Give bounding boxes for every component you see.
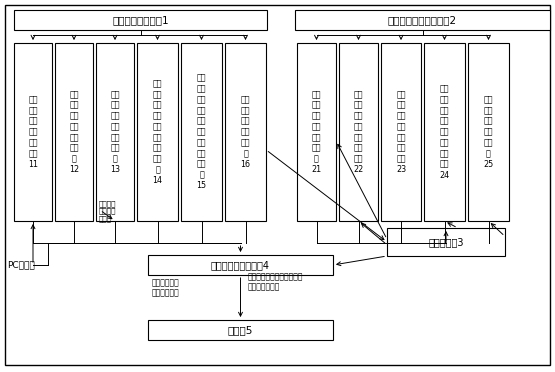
Text: 发芽
条件
差异
检验
优选
决策
单元
22: 发芽 条件 差异 检验 优选 决策 单元 22 [354, 90, 364, 174]
Bar [96, 43, 134, 221]
Bar [55, 43, 93, 221]
Bar [14, 10, 267, 30]
Bar [297, 43, 336, 221]
Text: 发芽
试验
种子
基本
信息
单元
11: 发芽 试验 种子 基本 信息 单元 11 [28, 95, 38, 169]
Bar [14, 43, 52, 221]
Text: PC上位机: PC上位机 [7, 260, 35, 269]
Text: 温湿光及
控制误差
等参数: 温湿光及 控制误差 等参数 [99, 200, 117, 222]
Text: 试验
实时
报警
及处
理单
元
16: 试验 实时 报警 及处 理单 元 16 [240, 95, 250, 169]
Text: 温度湿度光照
强度控制信号: 温度湿度光照 强度控制信号 [152, 278, 180, 297]
Text: 发芽研究辅助决策模块2: 发芽研究辅助决策模块2 [388, 15, 457, 25]
Bar [387, 228, 505, 256]
Text: 样本
试验
总结
及查
询单
元
25: 样本 试验 总结 及查 询单 元 25 [483, 95, 493, 169]
Text: 优选
方案
样本
试验
参数
及任
务设
置单
元
14: 优选 方案 样本 试验 参数 及任 务设 置单 元 14 [153, 79, 163, 185]
Text: 发芽
过程
参数
及任
务设
置单
元
12: 发芽 过程 参数 及任 务设 置单 元 12 [69, 90, 79, 174]
Text: 传感器反馈的发芽试验实时
过程及结果数据: 传感器反馈的发芽试验实时 过程及结果数据 [248, 272, 304, 291]
Text: 发芽室5: 发芽室5 [228, 325, 253, 335]
Bar [424, 43, 465, 221]
Text: 发芽
条件
研究
统计
及优
选单
元
21: 发芽 条件 研究 统计 及优 选单 元 21 [311, 90, 321, 174]
Text: 优选
方案
样本
试验
样本
检验
决策
单元
24: 优选 方案 样本 试验 样本 检验 决策 单元 24 [440, 84, 450, 180]
Bar [148, 255, 333, 275]
Text: 优选
方案
样本
试验
参数
实时
显示
及查
询单
元
15: 优选 方案 样本 试验 参数 实时 显示 及查 询单 元 15 [196, 74, 206, 190]
Bar [339, 43, 378, 221]
Text: 发芽试验智能控制器4: 发芽试验智能控制器4 [211, 260, 270, 270]
Bar [148, 320, 333, 340]
Bar [295, 10, 550, 30]
Text: 试验
实时
状况
显示
及查
询单
元
13: 试验 实时 状况 显示 及查 询单 元 13 [110, 90, 120, 174]
Bar [181, 43, 222, 221]
Bar [468, 43, 509, 221]
Text: 发芽过程监控模块1: 发芽过程监控模块1 [112, 15, 169, 25]
Text: 优选
方案
样本
试验
统计
决策
单元
23: 优选 方案 样本 试验 统计 决策 单元 23 [396, 90, 406, 174]
Bar [225, 43, 266, 221]
Bar [381, 43, 421, 221]
Bar [137, 43, 178, 221]
Text: 数据库模块3: 数据库模块3 [428, 237, 464, 247]
